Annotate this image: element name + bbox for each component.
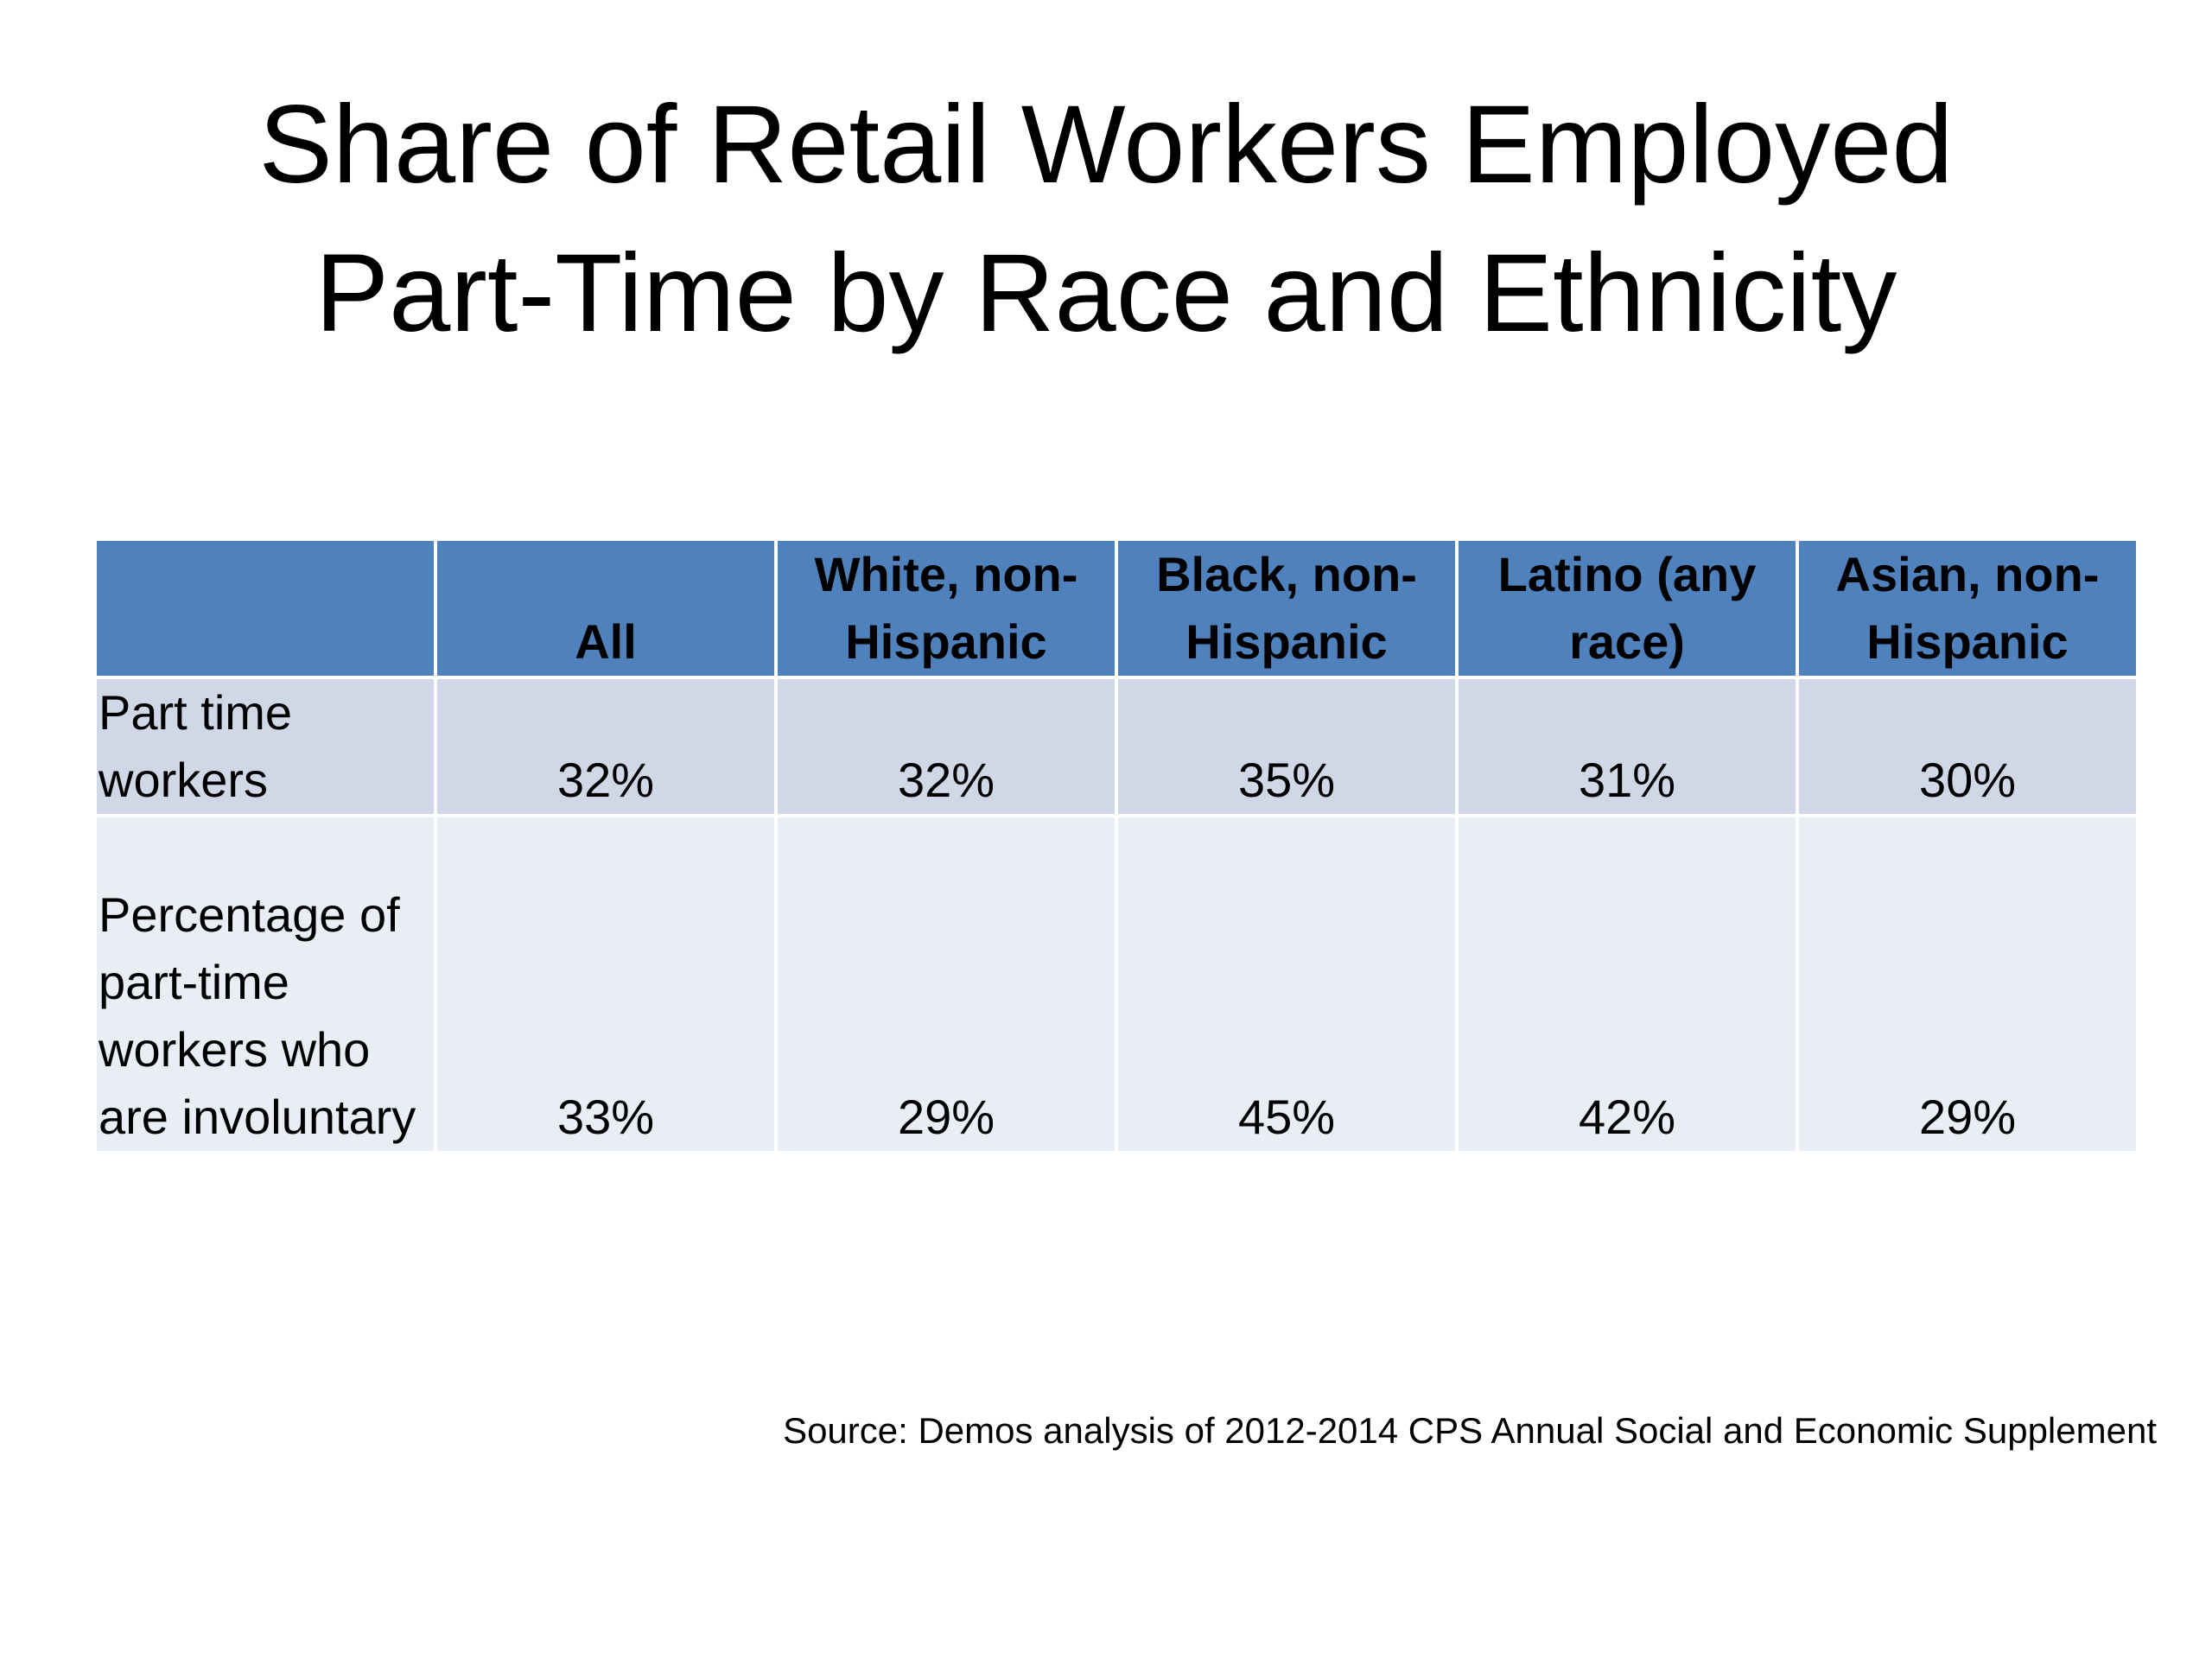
table-header-row: All White, non-Hispanic Black, non-Hispa… <box>97 541 2136 676</box>
table-cell: 31% <box>1459 679 1796 814</box>
table-cell: 32% <box>437 679 774 814</box>
table-cell: 35% <box>1118 679 1455 814</box>
header-cell-white: White, non-Hispanic <box>778 541 1115 676</box>
row-label: Percentage of part-time workers who are … <box>97 817 434 1151</box>
slide-title: Share of Retail Workers Employed Part-Ti… <box>0 71 2212 368</box>
header-cell-all: All <box>437 541 774 676</box>
table-cell: 30% <box>1799 679 2136 814</box>
table-cell: 32% <box>778 679 1115 814</box>
table-cell: 29% <box>778 817 1115 1151</box>
data-table: All White, non-Hispanic Black, non-Hispa… <box>93 537 2139 1154</box>
header-cell-blank <box>97 541 434 676</box>
header-cell-black: Black, non-Hispanic <box>1118 541 1455 676</box>
header-cell-asian: Asian, non-Hispanic <box>1799 541 2136 676</box>
slide-title-line-2: Part-Time by Race and Ethnicity <box>315 232 1897 355</box>
table-cell: 42% <box>1459 817 1796 1151</box>
header-cell-latino: Latino (any race) <box>1459 541 1796 676</box>
slide-title-line-1: Share of Retail Workers Employed <box>258 83 1954 207</box>
row-label: Part time workers <box>97 679 434 814</box>
table-cell: 33% <box>437 817 774 1151</box>
table-row: Part time workers 32% 32% 35% 31% 30% <box>97 679 2136 814</box>
source-note: Source: Demos analysis of 2012-2014 CPS … <box>783 1410 2157 1451</box>
table-cell: 45% <box>1118 817 1455 1151</box>
table-row: Percentage of part-time workers who are … <box>97 817 2136 1151</box>
table-cell: 29% <box>1799 817 2136 1151</box>
